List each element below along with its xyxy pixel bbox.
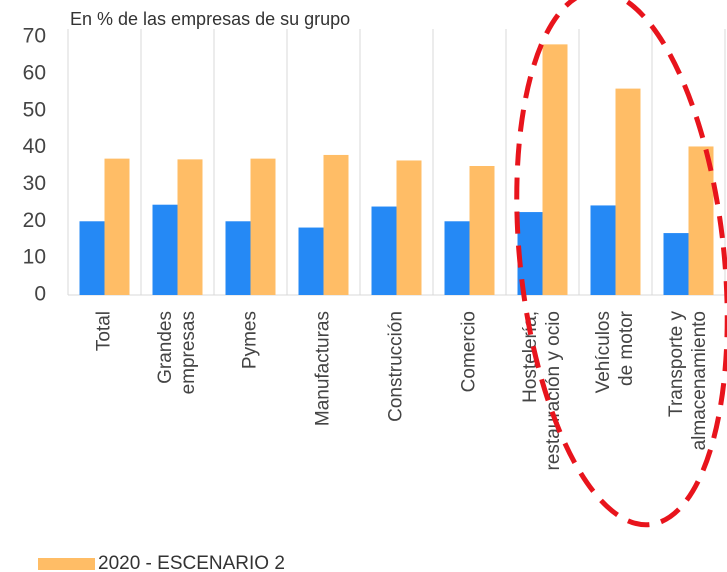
y-tick-label: 50 bbox=[23, 98, 46, 121]
y-tick-label: 60 bbox=[23, 61, 46, 84]
bar bbox=[250, 158, 276, 295]
y-tick-label: 40 bbox=[23, 135, 46, 158]
bar bbox=[323, 154, 349, 295]
highlight-ellipse bbox=[514, 0, 727, 528]
bar bbox=[542, 44, 568, 295]
legend-label: 2020 - ESCENARIO 2 bbox=[98, 553, 285, 572]
x-tick-label: Grandes empresas bbox=[155, 311, 199, 394]
bar bbox=[79, 221, 105, 295]
x-tick-label: Manufacturas bbox=[313, 311, 334, 426]
bar bbox=[371, 206, 397, 295]
x-tick-label: Transporte y almacenamiento bbox=[666, 311, 710, 451]
bar bbox=[225, 221, 251, 295]
x-tick-label: Construcción bbox=[386, 311, 407, 422]
y-tick-label: 20 bbox=[23, 209, 46, 232]
x-tick-label: Comercio bbox=[459, 311, 480, 392]
legend-swatch bbox=[38, 558, 95, 570]
bar bbox=[177, 159, 203, 295]
plot: 0 10 20 30 40 50 60 70 Total Grandes empresas Pymes… bbox=[23, 25, 726, 572]
x-tick-label: Total bbox=[94, 311, 115, 351]
bar bbox=[590, 205, 616, 295]
bar bbox=[615, 88, 641, 295]
x-tick-label: Vehículos de motor bbox=[593, 310, 637, 393]
bar bbox=[104, 158, 130, 295]
y-tick-label: 70 bbox=[23, 25, 46, 48]
y-tick-label: 10 bbox=[23, 246, 46, 269]
y-tick-label: 30 bbox=[23, 172, 46, 195]
x-tick-label: Pymes bbox=[240, 311, 261, 369]
bar bbox=[663, 233, 689, 295]
bar bbox=[469, 166, 495, 295]
bar bbox=[152, 204, 178, 295]
chart-title: En % de las empresas de su grupo bbox=[70, 9, 350, 29]
bar bbox=[444, 221, 470, 295]
x-tick-label: Hostelería, restauración y ocio bbox=[520, 311, 564, 470]
y-tick-label: 0 bbox=[34, 283, 46, 306]
bar bbox=[396, 160, 422, 295]
bar bbox=[298, 227, 324, 295]
